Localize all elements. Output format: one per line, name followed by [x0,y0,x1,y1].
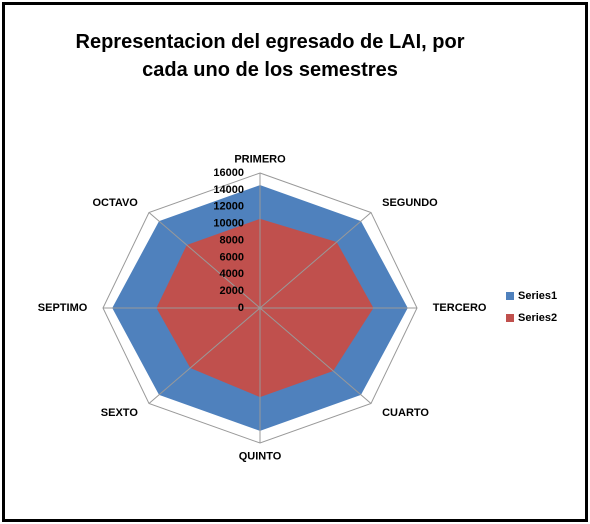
spoke [259,212,372,309]
category-label: QUINTO [239,450,282,462]
axis-tick-label: 16000 [213,167,244,179]
category-label: OCTAVO [92,197,138,209]
spoke [259,307,372,404]
axis-tick-label: 0 [238,302,244,314]
spoke [148,212,261,309]
category-label: SEGUNDO [382,197,438,209]
chart-title: Representacion del egresado de LAI, por … [75,31,465,81]
category-label: CUARTO [382,407,429,419]
category-label: SEXTO [101,407,139,419]
legend-swatch [506,292,514,300]
axis-tick-label: 12000 [213,201,244,213]
axis-tick-label: 4000 [220,268,244,280]
category-label: TERCERO [433,302,487,314]
legend-swatch [506,314,514,322]
category-label: PRIMERO [234,153,286,165]
axis-tick-label: 10000 [213,218,244,230]
axis-tick-label: 6000 [220,251,244,263]
legend-label: Series2 [518,312,557,324]
legend-label: Series1 [518,290,557,302]
axis-tick-label: 8000 [220,234,244,246]
spoke [148,307,261,404]
axis-tick-label: 2000 [220,285,244,297]
category-label: SEPTIMO [38,302,88,314]
axis-tick-label: 14000 [213,184,244,196]
